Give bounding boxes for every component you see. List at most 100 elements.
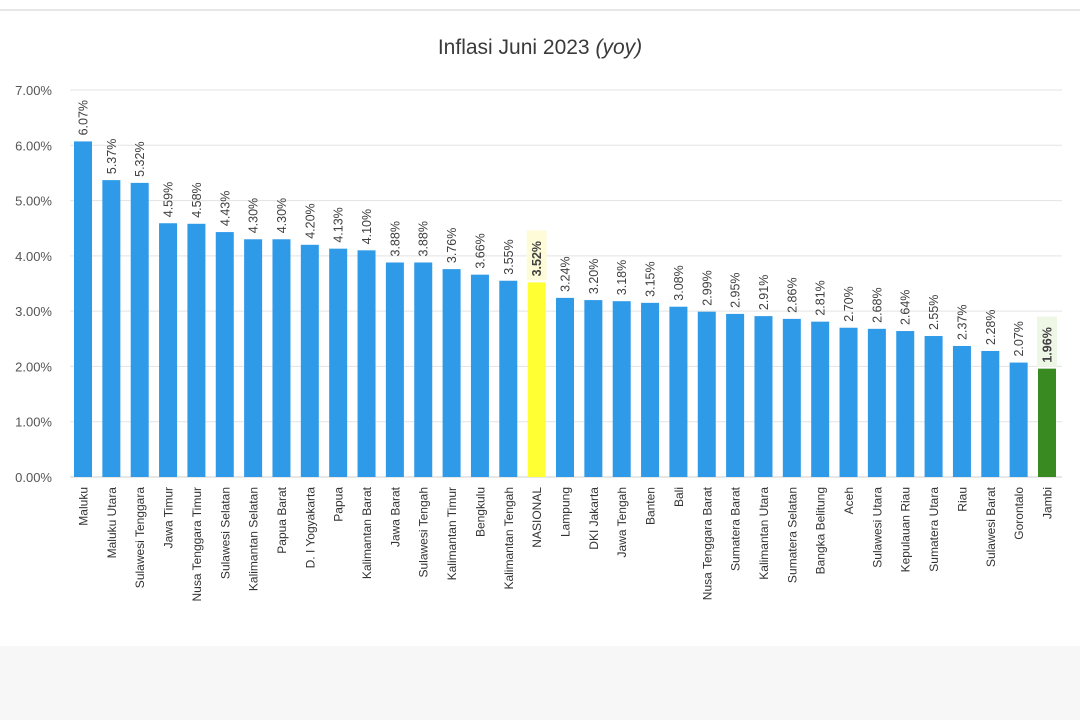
x-category-label: Sulawesi Selatan	[218, 487, 232, 579]
x-category-label: Nusa Tenggara Timur	[190, 487, 204, 602]
x-category-label: Papua	[332, 487, 346, 522]
bar	[130, 182, 149, 477]
data-label: 2.70%	[842, 286, 856, 321]
x-category-label: Kalimantan Timur	[445, 487, 459, 580]
bar	[272, 239, 291, 477]
y-tick-label: 6.00%	[15, 138, 52, 153]
bar	[357, 250, 376, 477]
data-label: 3.52%	[530, 241, 544, 276]
x-category-label: Sulawesi Barat	[984, 486, 998, 567]
y-tick-label: 1.00%	[15, 415, 52, 430]
bar	[726, 313, 745, 477]
bar	[952, 345, 971, 477]
chart-title: Inflasi Juni 2023 (yoy)	[0, 36, 1080, 60]
x-category-label: Maluku Utara	[105, 487, 119, 559]
data-label: 2.95%	[729, 272, 743, 307]
x-category-label: Aceh	[842, 487, 856, 514]
bar	[385, 262, 404, 477]
bar	[527, 282, 546, 477]
bar	[329, 248, 348, 477]
data-label: 4.59%	[162, 182, 176, 217]
bar	[442, 269, 461, 477]
bar	[839, 327, 858, 477]
x-category-label: Banten	[644, 487, 658, 525]
data-label-background	[526, 230, 547, 281]
data-label: 3.88%	[388, 221, 402, 256]
bar	[981, 350, 1000, 477]
data-label: 2.91%	[757, 275, 771, 310]
data-label: 2.28%	[984, 309, 998, 344]
bar	[102, 180, 121, 477]
x-category-label: Nusa Tenggara Barat	[700, 486, 714, 600]
data-label: 5.32%	[133, 141, 147, 176]
data-label: 4.20%	[303, 203, 317, 238]
top-divider	[0, 9, 1080, 11]
x-category-label: Sulawesi Tengah	[417, 487, 431, 578]
data-label: 5.37%	[105, 139, 119, 174]
chart-title-text: Inflasi Juni 2023	[437, 36, 590, 59]
x-category-label: Sulawesi Tenggara	[133, 487, 147, 589]
x-category-label: Kepulauan Riau	[899, 487, 913, 572]
bar	[584, 300, 603, 477]
bar	[74, 141, 92, 477]
bar	[669, 306, 688, 477]
bar	[867, 328, 886, 477]
data-label: 2.55%	[927, 295, 941, 330]
y-tick-label: 0.00%	[15, 470, 52, 485]
y-tick-label: 3.00%	[15, 304, 52, 319]
x-category-label: DKI Jakarta	[587, 487, 601, 550]
data-label: 1.96%	[1041, 327, 1055, 362]
x-category-label: Kalimantan Tengah	[502, 487, 516, 590]
bar	[1038, 368, 1056, 477]
x-category-label: Riau	[955, 487, 969, 512]
data-label: 2.86%	[785, 277, 799, 312]
x-category-label: NASIONAL	[530, 487, 544, 548]
x-category-label: Bali	[672, 487, 686, 507]
y-tick-label: 7.00%	[15, 83, 52, 98]
x-category-label: Jambi	[1041, 487, 1055, 519]
bar	[556, 297, 574, 477]
data-label: 6.07%	[77, 100, 91, 135]
data-label: 4.43%	[218, 191, 232, 226]
data-label: 2.68%	[870, 287, 884, 322]
y-tick-label: 2.00%	[15, 359, 52, 374]
x-category-label: Bangka Belitung	[814, 487, 828, 574]
chart-title-suffix: (yoy)	[595, 36, 643, 59]
x-category-label: Gorontalo	[1012, 487, 1026, 540]
bar	[1009, 362, 1028, 477]
data-label: 3.55%	[502, 239, 516, 274]
data-label: 4.10%	[360, 209, 374, 244]
bar	[187, 223, 206, 477]
bar	[244, 239, 263, 477]
data-label: 4.58%	[190, 182, 204, 217]
data-label: 2.37%	[955, 305, 969, 340]
x-category-label: Bengkulu	[473, 487, 487, 537]
x-category-label: Sumatera Barat	[729, 486, 743, 571]
x-category-label: Kalimantan Utara	[757, 487, 771, 580]
bar	[782, 318, 801, 477]
bar	[300, 244, 319, 477]
data-label: 2.99%	[700, 270, 714, 305]
data-label: 4.30%	[275, 198, 289, 233]
x-category-label: Kalimantan Selatan	[247, 487, 261, 591]
data-label: 3.88%	[417, 221, 431, 256]
x-category-label: Sumatera Utara	[927, 487, 941, 572]
data-label: 4.13%	[332, 207, 346, 242]
x-category-label: Maluku	[77, 487, 91, 526]
data-label: 2.64%	[899, 290, 913, 325]
data-label: 3.08%	[672, 265, 686, 300]
x-category-label: Sulawesi Utara	[870, 487, 884, 568]
data-label: 3.66%	[473, 233, 487, 268]
bar	[612, 301, 631, 477]
x-category-label: D. I Yogyakarta	[303, 487, 317, 569]
bar	[811, 321, 830, 477]
data-label: 3.15%	[644, 261, 658, 296]
y-tick-label: 5.00%	[15, 194, 52, 209]
bar	[896, 331, 915, 477]
x-category-label: Papua Barat	[275, 486, 289, 553]
data-label: 3.20%	[587, 259, 601, 294]
data-label: 4.30%	[247, 198, 261, 233]
bar	[754, 316, 773, 477]
data-label: 2.07%	[1012, 321, 1026, 356]
